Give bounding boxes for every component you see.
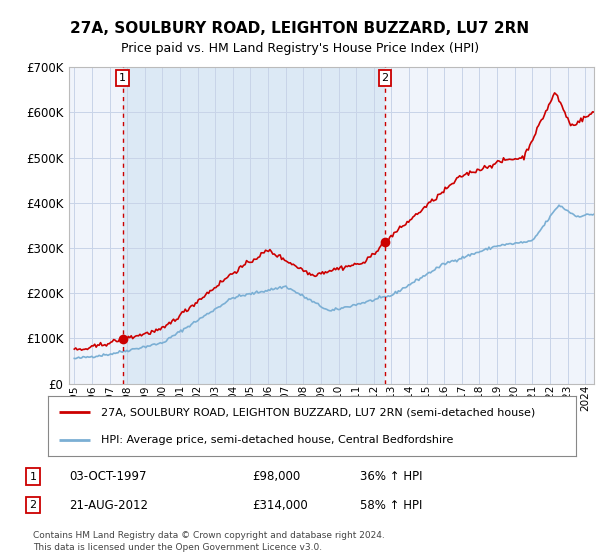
Text: HPI: Average price, semi-detached house, Central Bedfordshire: HPI: Average price, semi-detached house,… — [101, 435, 453, 445]
Text: Price paid vs. HM Land Registry's House Price Index (HPI): Price paid vs. HM Land Registry's House … — [121, 42, 479, 55]
Text: 27A, SOULBURY ROAD, LEIGHTON BUZZARD, LU7 2RN (semi-detached house): 27A, SOULBURY ROAD, LEIGHTON BUZZARD, LU… — [101, 407, 535, 417]
Text: 03-OCT-1997: 03-OCT-1997 — [69, 470, 146, 483]
Text: 27A, SOULBURY ROAD, LEIGHTON BUZZARD, LU7 2RN: 27A, SOULBURY ROAD, LEIGHTON BUZZARD, LU… — [70, 21, 530, 36]
Text: 58% ↑ HPI: 58% ↑ HPI — [360, 498, 422, 512]
Text: 2: 2 — [382, 73, 388, 83]
Text: 2: 2 — [29, 500, 37, 510]
Text: 21-AUG-2012: 21-AUG-2012 — [69, 498, 148, 512]
Text: £314,000: £314,000 — [252, 498, 308, 512]
Text: 1: 1 — [29, 472, 37, 482]
Text: 1: 1 — [119, 73, 126, 83]
Bar — [123, 67, 385, 384]
Text: 36% ↑ HPI: 36% ↑ HPI — [360, 470, 422, 483]
Text: Contains HM Land Registry data © Crown copyright and database right 2024.
This d: Contains HM Land Registry data © Crown c… — [33, 531, 385, 552]
Text: £98,000: £98,000 — [252, 470, 300, 483]
